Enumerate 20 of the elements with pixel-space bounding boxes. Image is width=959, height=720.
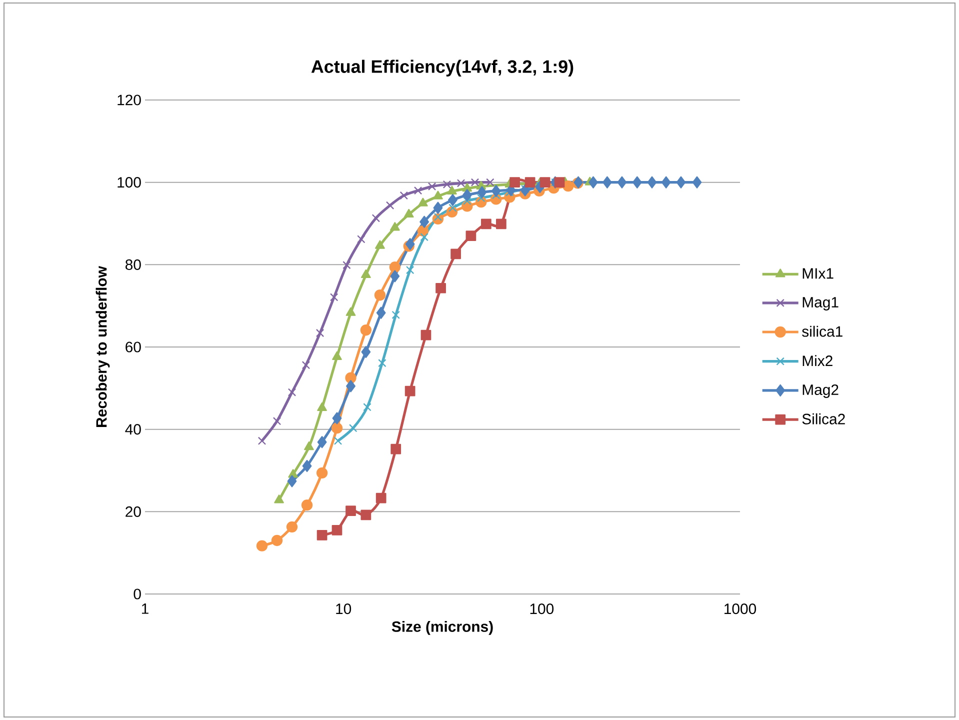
chart-title: Actual Efficiency(14vf, 3.2, 1:9) [311,60,574,76]
y-tick-label: 80 [126,259,141,270]
x-tick-label: 10 [336,604,352,614]
y-tick-label: 20 [126,506,141,517]
legend-label: Mag2 [802,384,838,398]
legend-label: Mix2 [802,355,832,366]
legend-label: Silica2 [802,413,845,424]
y-tick-label: 0 [134,588,141,600]
legend-label: Mag1 [802,297,838,310]
x-axis-title: Size (microns) [392,620,493,635]
y-tick-label: 100 [118,177,141,188]
y-tick-label: 60 [126,342,141,352]
x-tick-label: 1 [142,604,148,614]
legend-label: MIx1 [802,268,834,279]
y-axis-title: Recobery to underflow [96,266,110,427]
y-tick-label: 120 [118,94,141,106]
x-tick-label: 100 [530,604,554,614]
x-tick-label: 1000 [724,604,756,614]
y-tick-label: 40 [125,424,141,435]
legend-label: silica1 [802,326,842,337]
